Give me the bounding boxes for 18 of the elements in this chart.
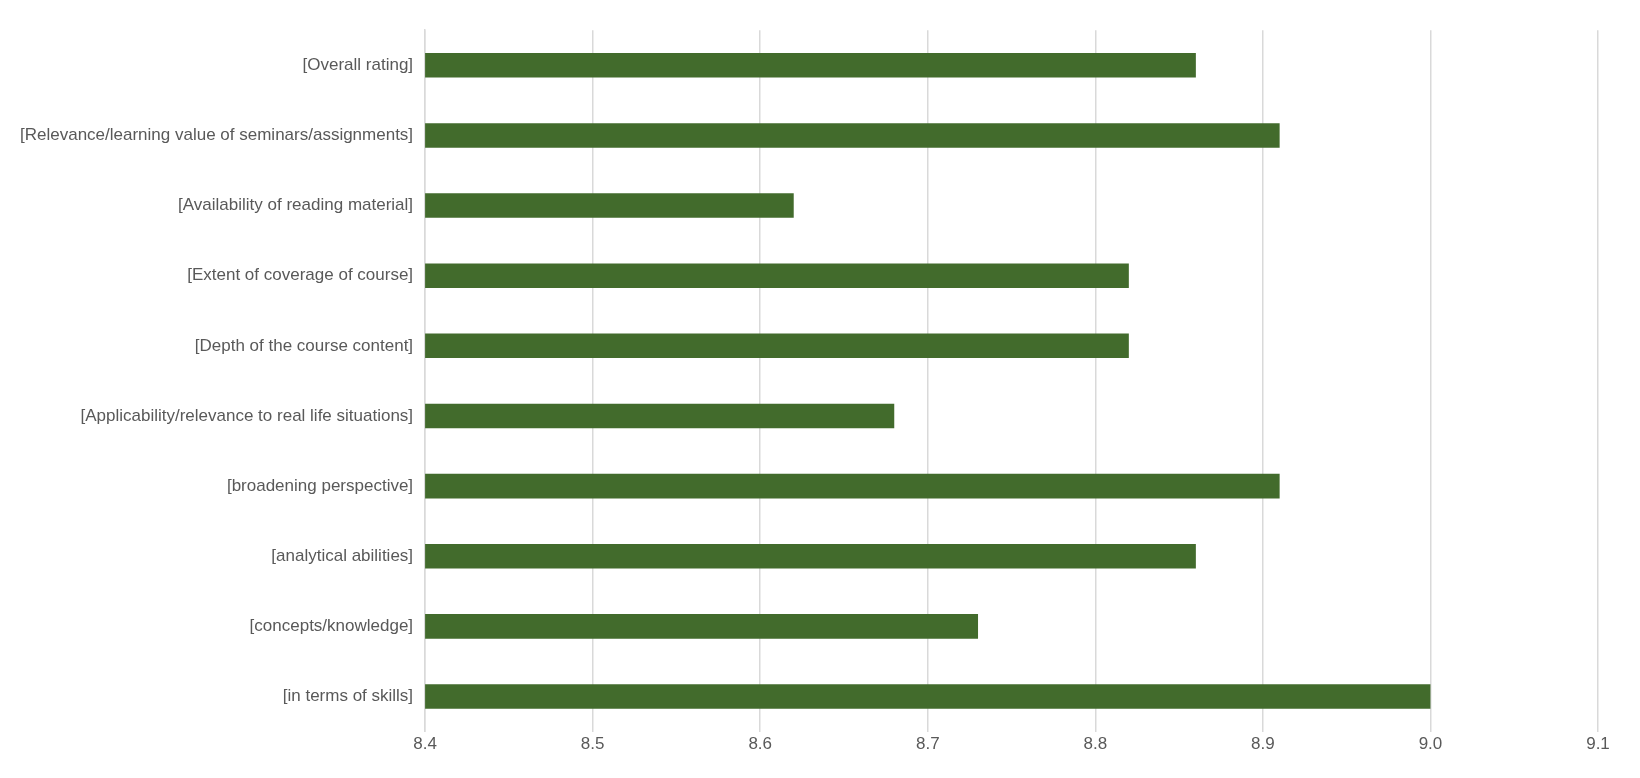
y-tick-label: [broadening perspective]: [226, 475, 414, 495]
x-tick-label: 9.0: [1418, 734, 1443, 754]
x-tick-label: 8.5: [580, 734, 605, 754]
x-tick-label: 9.1: [1586, 734, 1610, 754]
y-tick-label: [analytical abilities]: [271, 545, 414, 565]
y-tick-label: [Relevance/learning value of seminars/assignments]: [20, 125, 414, 145]
x-tick-label: 8.9: [1251, 734, 1275, 754]
x-tick-label: 8.4: [413, 734, 437, 754]
y-tick-label: [in terms of skills]: [282, 686, 414, 706]
x-tick-label: 8.6: [748, 734, 773, 754]
y-tick-label: [Depth of the course content]: [194, 335, 414, 355]
x-tick-label: 8.8: [1083, 734, 1108, 754]
y-tick-label: [Availability of reading material]: [178, 195, 414, 215]
y-tick-label: [concepts/knowledge]: [249, 616, 414, 636]
y-tick-label: [Overall rating]: [302, 54, 414, 74]
y-tick-label: [Applicability/relevance to real life situations]: [80, 405, 414, 425]
y-tick-label: [Extent of coverage of course]: [187, 265, 414, 285]
x-tick-label: 8.7: [915, 734, 940, 754]
